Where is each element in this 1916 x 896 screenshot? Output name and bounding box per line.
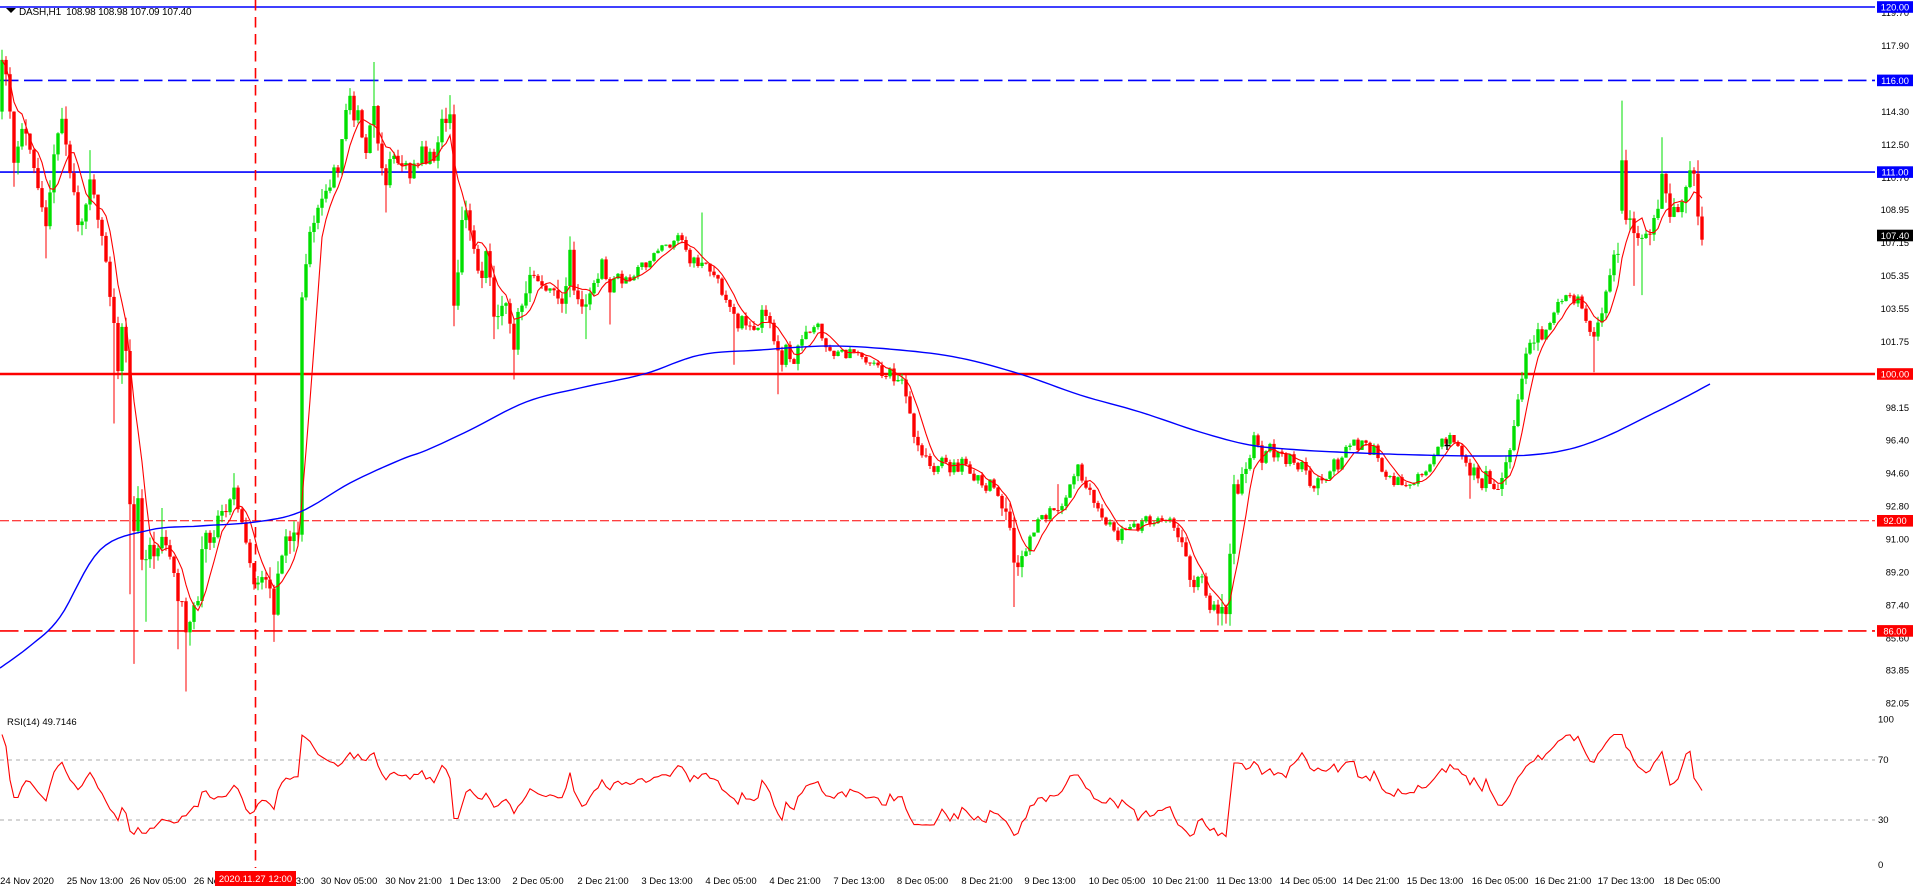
- svg-text:1 Dec 13:00: 1 Dec 13:00: [449, 876, 500, 887]
- svg-text:4 Dec 05:00: 4 Dec 05:00: [705, 876, 756, 887]
- svg-text:10 Dec 21:00: 10 Dec 21:00: [1152, 876, 1209, 887]
- svg-text:107.15: 107.15: [1881, 238, 1909, 248]
- svg-text:87.40: 87.40: [1886, 601, 1909, 611]
- svg-text:16 Dec 21:00: 16 Dec 21:00: [1535, 876, 1592, 887]
- svg-text:8 Dec 21:00: 8 Dec 21:00: [961, 876, 1012, 887]
- svg-text:11 Dec 13:00: 11 Dec 13:00: [1216, 876, 1272, 887]
- svg-text:103.55: 103.55: [1881, 304, 1909, 314]
- svg-text:114.30: 114.30: [1881, 107, 1909, 117]
- svg-text:26 Nov 05:00: 26 Nov 05:00: [130, 876, 187, 887]
- svg-text:101.75: 101.75: [1881, 337, 1909, 347]
- svg-text:111.00: 111.00: [1881, 168, 1908, 178]
- svg-text:92.00: 92.00: [1883, 516, 1906, 526]
- svg-text:107.40: 107.40: [1881, 231, 1909, 241]
- svg-text:30 Nov 21:00: 30 Nov 21:00: [385, 876, 442, 887]
- svg-text:91.00: 91.00: [1886, 534, 1909, 544]
- svg-text:15 Dec 13:00: 15 Dec 13:00: [1407, 876, 1464, 887]
- svg-text:DASH,H1 108.98 108.98 107.09: DASH,H1 108.98 108.98 107.09 107.40: [19, 7, 192, 18]
- svg-text:18 Dec 05:00: 18 Dec 05:00: [1664, 876, 1721, 887]
- svg-text:120.00: 120.00: [1881, 2, 1909, 12]
- svg-text:116.00: 116.00: [1881, 76, 1909, 86]
- svg-text:105.35: 105.35: [1881, 271, 1909, 281]
- svg-text:89.20: 89.20: [1886, 568, 1909, 578]
- svg-text:70: 70: [1878, 755, 1889, 766]
- svg-text:92.80: 92.80: [1886, 501, 1909, 511]
- svg-text:9 Dec 13:00: 9 Dec 13:00: [1024, 876, 1075, 887]
- svg-text:10 Dec 05:00: 10 Dec 05:00: [1089, 876, 1146, 887]
- svg-text:0: 0: [1878, 860, 1883, 871]
- svg-text:117.90: 117.90: [1881, 41, 1909, 51]
- svg-text:14 Dec 21:00: 14 Dec 21:00: [1343, 876, 1400, 887]
- svg-text:16 Dec 05:00: 16 Dec 05:00: [1472, 876, 1529, 887]
- svg-text:2 Dec 05:00: 2 Dec 05:00: [512, 876, 563, 887]
- svg-text:82.05: 82.05: [1886, 699, 1909, 709]
- svg-text:110.70: 110.70: [1881, 173, 1909, 183]
- svg-text:85.60: 85.60: [1886, 634, 1909, 644]
- svg-text:98.15: 98.15: [1886, 403, 1909, 413]
- svg-text:30: 30: [1878, 815, 1889, 826]
- svg-text:83.85: 83.85: [1886, 666, 1909, 676]
- svg-text:100: 100: [1878, 715, 1894, 726]
- svg-text:4 Dec 21:00: 4 Dec 21:00: [769, 876, 820, 887]
- svg-text:RSI(14) 49.7146: RSI(14) 49.7146: [7, 717, 77, 728]
- svg-text:17 Dec 13:00: 17 Dec 13:00: [1598, 876, 1655, 887]
- svg-text:30 Nov 05:00: 30 Nov 05:00: [321, 876, 378, 887]
- svg-text:7 Dec 13:00: 7 Dec 13:00: [833, 876, 884, 887]
- svg-text:14 Dec 05:00: 14 Dec 05:00: [1280, 876, 1337, 887]
- svg-text:112.50: 112.50: [1881, 140, 1909, 150]
- svg-text:24 Nov 2020: 24 Nov 2020: [0, 876, 54, 887]
- svg-text:86.00: 86.00: [1883, 626, 1906, 636]
- svg-text:2020.11.27 12:00: 2020.11.27 12:00: [219, 874, 292, 885]
- svg-text:3 Dec 13:00: 3 Dec 13:00: [641, 876, 692, 887]
- svg-text:108.95: 108.95: [1881, 205, 1909, 215]
- svg-text:8 Dec 05:00: 8 Dec 05:00: [897, 876, 948, 887]
- svg-text:94.60: 94.60: [1886, 468, 1909, 478]
- svg-text:25 Nov 13:00: 25 Nov 13:00: [67, 876, 124, 887]
- svg-text:96.40: 96.40: [1886, 435, 1909, 445]
- svg-text:2 Dec 21:00: 2 Dec 21:00: [577, 876, 628, 887]
- svg-text:100.00: 100.00: [1881, 369, 1909, 379]
